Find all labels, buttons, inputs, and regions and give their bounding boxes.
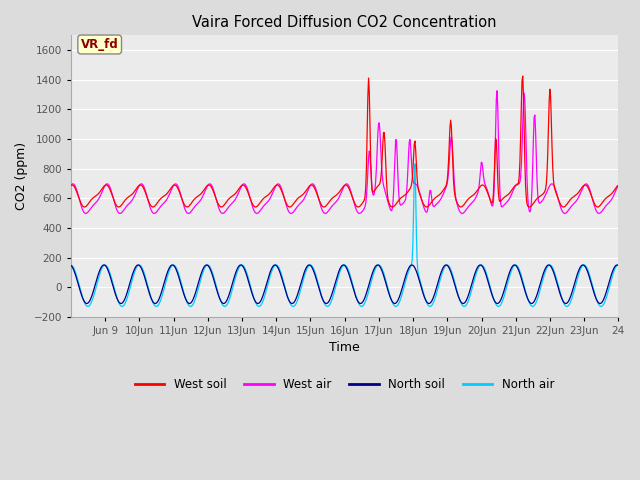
- Text: VR_fd: VR_fd: [81, 38, 118, 51]
- Legend: West soil, West air, North soil, North air: West soil, West air, North soil, North a…: [130, 373, 559, 396]
- Title: Vaira Forced Diffusion CO2 Concentration: Vaira Forced Diffusion CO2 Concentration: [193, 15, 497, 30]
- X-axis label: Time: Time: [330, 341, 360, 354]
- Y-axis label: CO2 (ppm): CO2 (ppm): [15, 142, 28, 210]
